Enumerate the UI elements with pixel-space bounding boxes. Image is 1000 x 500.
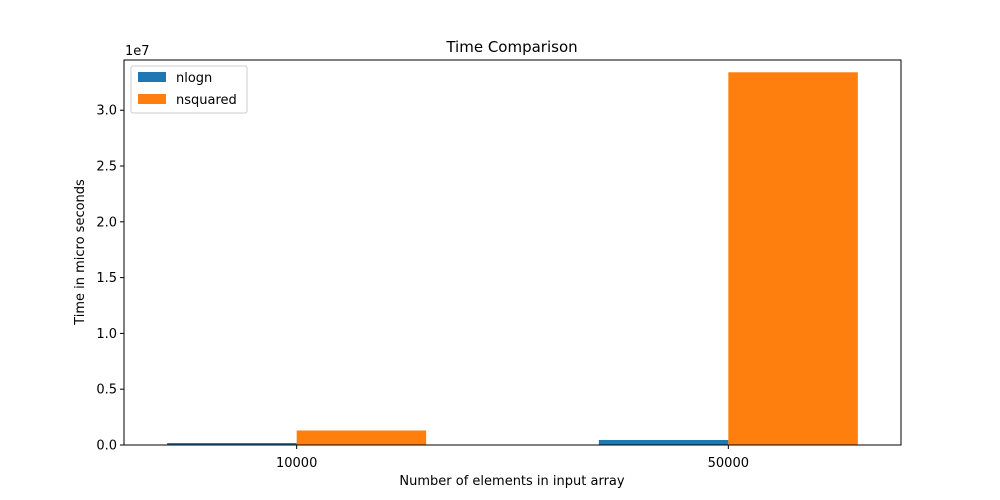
bar-nsquared-10000	[296, 430, 427, 445]
legend-swatch-nsquared	[138, 94, 166, 104]
bar-nsquared-50000	[728, 72, 858, 445]
y-tick-label: 2.0	[96, 215, 117, 230]
legend-label-nlogn: nlogn	[176, 71, 212, 86]
legend-swatch-nlogn	[138, 72, 166, 82]
x-ticks: 10000 50000	[276, 445, 749, 471]
y-axis-offset-label: 1e7	[125, 44, 150, 59]
y-tick-label: 3.0	[96, 104, 117, 119]
y-tick-label: 1.0	[96, 327, 117, 342]
y-tick-label: 1.5	[96, 271, 117, 286]
chart-title: Time Comparison	[445, 38, 577, 56]
y-axis-label: Time in micro seconds	[73, 179, 88, 326]
bars-layer	[167, 72, 858, 445]
bar-nlogn-10000	[167, 442, 297, 445]
x-tick-label: 50000	[708, 456, 749, 471]
x-axis-label: Number of elements in input array	[399, 474, 624, 489]
y-tick-label: 2.5	[96, 160, 117, 175]
x-tick-label: 10000	[276, 456, 317, 471]
legend-label-nsquared: nsquared	[176, 93, 237, 108]
y-tick-label: 0.5	[96, 383, 117, 398]
y-ticks: 0.0 0.5 1.0 1.5 2.0 2.5 3.0	[96, 104, 124, 454]
legend: nlogn nsquared	[130, 65, 248, 114]
y-tick-label: 0.0	[96, 439, 117, 454]
bar-nlogn-50000	[598, 439, 729, 445]
plot-frame	[123, 59, 902, 446]
